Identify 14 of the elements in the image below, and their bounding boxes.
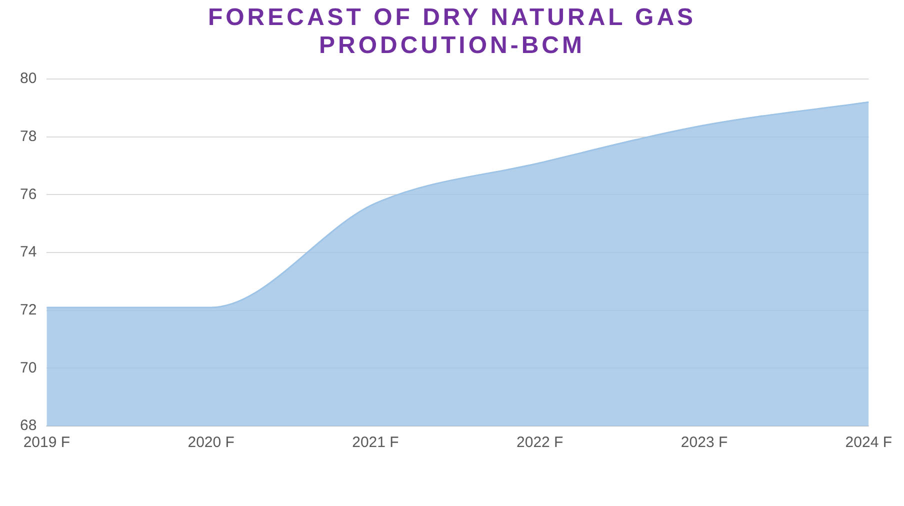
chart-title: FORECAST OF DRY NATURAL GAS PRODCUTION-BCM	[206, 4, 698, 60]
y-tick-label: 76	[20, 186, 37, 203]
x-tick-label: 2022 F	[516, 434, 564, 452]
y-tick-label: 72	[20, 301, 37, 318]
y-tick-label: 80	[20, 70, 37, 88]
x-tick-label: 2019 F	[23, 434, 70, 452]
y-tick-label: 78	[20, 128, 37, 145]
x-tick-label: 2020 F	[188, 434, 234, 452]
y-tick-label: 70	[20, 359, 37, 376]
x-tick-label: 2021 F	[352, 434, 399, 452]
x-tick-label: 2023 F	[680, 434, 728, 452]
y-tick-label: 74	[20, 244, 37, 261]
x-tick-label: 2024 F	[845, 434, 892, 452]
y-tick-label: 68	[20, 417, 37, 434]
